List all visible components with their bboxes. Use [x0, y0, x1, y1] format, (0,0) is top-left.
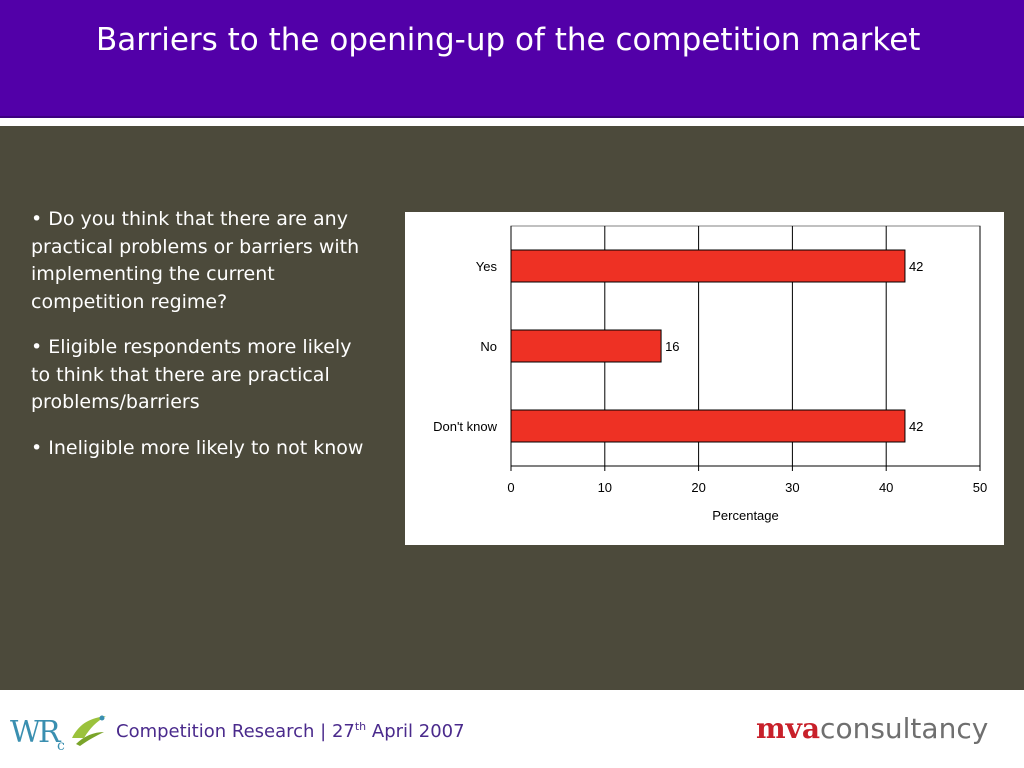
data-label: 16 — [665, 339, 679, 354]
footer-text-date: April 2007 — [366, 721, 465, 742]
x-tick-label: 40 — [879, 480, 893, 495]
svg-text:W: W — [10, 715, 41, 750]
bar-yes — [510, 249, 906, 283]
data-label: 42 — [909, 419, 923, 434]
svg-text:c: c — [57, 738, 65, 754]
footer-caption: Competition Research | 27th April 2007 — [116, 720, 465, 742]
bar-don-t-know — [510, 409, 906, 443]
footer — [0, 690, 1024, 768]
category-label: Yes — [476, 259, 498, 274]
x-tick-label: 30 — [785, 480, 799, 495]
svg-text:R: R — [38, 715, 62, 750]
bullet-ineligible: • Ineligible more likely to not know — [31, 436, 364, 459]
bullet-question: • Do you think that there are any practi… — [31, 208, 360, 313]
category-label: No — [480, 339, 497, 354]
title-bar: Barriers to the opening-up of the compet… — [0, 0, 1024, 118]
data-label: 42 — [909, 259, 923, 274]
logo-mva: mva — [756, 712, 821, 745]
bullet-eligible: • Eligible respondents more likely to th… — [31, 336, 352, 413]
category-label: Don't know — [433, 419, 498, 434]
bar-no — [510, 329, 662, 363]
footer-superscript: th — [354, 720, 367, 733]
logo-consultancy: consultancy — [820, 712, 989, 745]
slide-title: Barriers to the opening-up of the compet… — [96, 22, 921, 58]
x-tick-label: 50 — [973, 480, 987, 495]
x-tick-label: 0 — [507, 480, 514, 495]
x-tick-label: 20 — [691, 480, 705, 495]
bullet-list: • Do you think that there are any practi… — [31, 206, 376, 480]
footer-text-main: Competition Research | 27 — [116, 721, 355, 742]
mva-consultancy-logo: mvaconsultancy — [756, 712, 988, 745]
bar-chart-panel: 0 10 20 30 40 50 Yes 42 No 16 Don't know 42 Percenta… — [405, 212, 1004, 545]
x-axis-title: Percentage — [712, 508, 779, 523]
wrc-logo-icon: W R c — [10, 715, 106, 754]
x-tick-label: 10 — [598, 480, 612, 495]
bar-chart: 0 10 20 30 40 50 Yes 42 No 16 Don't know 42 Percenta… — [433, 225, 987, 523]
